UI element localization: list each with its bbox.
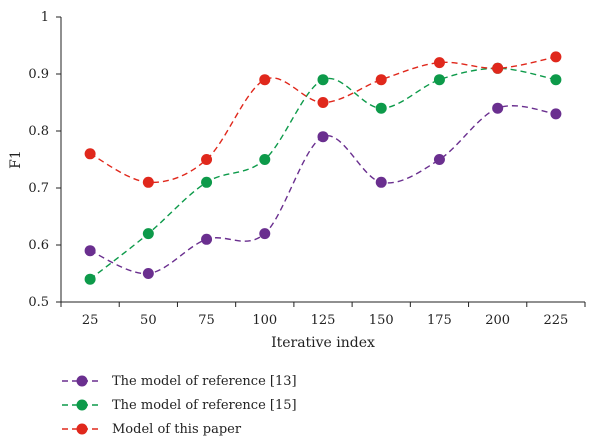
data-point — [84, 148, 96, 160]
y-axis-title: F1 — [8, 150, 24, 169]
data-point — [492, 102, 504, 114]
data-point — [201, 233, 213, 245]
legend-label: Model of this paper — [112, 422, 242, 437]
data-point — [492, 62, 504, 74]
x-tick-label: 75 — [198, 313, 215, 328]
data-point — [259, 74, 271, 86]
data-point — [259, 228, 271, 240]
x-tick-label: 125 — [311, 313, 336, 328]
legend-item: The model of reference [15] — [62, 398, 297, 413]
data-point — [550, 74, 562, 86]
data-point — [84, 245, 96, 257]
legend-item: Model of this paper — [62, 422, 242, 437]
y-tick-label: 0.9 — [28, 67, 49, 82]
y-tick-label: 0.5 — [28, 295, 49, 310]
data-point — [375, 102, 387, 114]
data-point — [201, 154, 213, 165]
data-point — [201, 176, 213, 188]
x-tick-label: 225 — [543, 313, 568, 328]
y-tick-label: 0.7 — [28, 181, 49, 196]
x-tick-label: 100 — [252, 313, 277, 328]
legend-label: The model of reference [15] — [112, 398, 297, 413]
y-tick-label: 0.6 — [28, 238, 49, 253]
data-point — [317, 97, 329, 108]
data-point — [550, 108, 562, 120]
data-point — [84, 273, 96, 285]
data-point — [550, 51, 562, 63]
x-tick-label: 200 — [485, 313, 510, 328]
data-point — [433, 57, 445, 69]
x-tick-label: 50 — [140, 313, 157, 328]
y-tick-label: 1 — [41, 10, 49, 25]
data-point — [375, 74, 387, 86]
series-2 — [84, 62, 562, 285]
data-point — [317, 131, 329, 143]
legend-marker — [76, 375, 88, 387]
legend-item: The model of reference [13] — [62, 374, 297, 389]
series-1 — [84, 102, 562, 279]
y-tick-label: 0.8 — [28, 124, 49, 139]
data-point — [433, 154, 445, 165]
x-axis-title: Iterative index — [271, 335, 375, 351]
x-tick-label: 25 — [82, 313, 99, 328]
series-line — [89, 105, 556, 275]
legend-marker — [76, 423, 88, 435]
data-point — [142, 228, 154, 240]
data-point — [317, 74, 329, 86]
legend-label: The model of reference [13] — [112, 374, 297, 389]
legend-marker — [76, 399, 88, 411]
chart-series — [84, 51, 562, 285]
series-3 — [84, 51, 562, 188]
data-point — [433, 74, 445, 86]
chart-legend: The model of reference [13] The model of … — [62, 374, 297, 437]
data-point — [142, 268, 154, 279]
data-point — [142, 176, 154, 188]
data-point — [375, 176, 387, 188]
series-line — [89, 56, 557, 184]
x-tick-label: 150 — [369, 313, 394, 328]
data-point — [259, 154, 271, 165]
x-tick-label: 175 — [427, 313, 452, 328]
